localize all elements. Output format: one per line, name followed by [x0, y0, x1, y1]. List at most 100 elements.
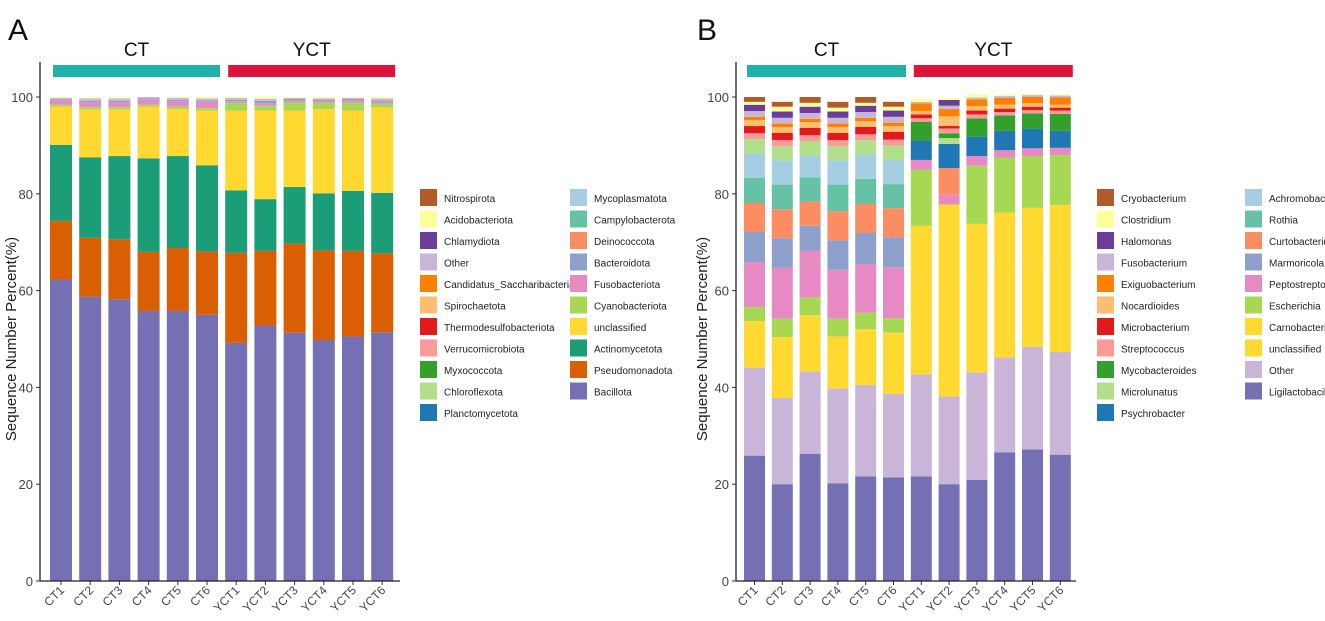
bar-cryobacterium-ct1	[744, 97, 765, 102]
x-tick-label-ct4: CT4	[818, 583, 844, 609]
bar-rothia-ct4	[827, 184, 849, 212]
bar-mycobacteroides-yct1	[910, 121, 932, 141]
x-tick-label-ct6: CT6	[187, 583, 213, 609]
bar-acidobacteriota-yct2	[254, 97, 277, 99]
bar-curtobacterium-ct5	[855, 203, 877, 234]
bar-microbacterium-yct5	[1022, 106, 1043, 111]
bar-halomonas-ct2	[771, 111, 793, 118]
legend-swatch-planctomycetota	[420, 404, 437, 421]
bar-carnobacterium-yct2	[938, 204, 960, 304]
bar-bacillota-ct4	[137, 310, 160, 581]
bar-clostridium-ct5	[855, 102, 877, 106]
bar-clostridium-ct1	[744, 101, 765, 105]
bar-nocardioides-yct4	[994, 104, 1016, 109]
legend-swatch-bacteroidota	[570, 253, 587, 271]
bar-mycobacteroides-yct5	[1022, 113, 1043, 129]
legend-label-achromobacter: Achromobacter	[1269, 194, 1325, 205]
bar-curtobacterium-ct3	[799, 201, 821, 226]
bar-carnobacterium-ct6	[883, 332, 904, 334]
legend-swatch-unclassified	[570, 318, 587, 335]
group-label-ct: CT	[814, 40, 840, 61]
bar-pseudomonadota-yct1	[225, 252, 248, 343]
bar-psychrobacter-yct5	[1022, 128, 1043, 149]
bar-microlunatus-ct3	[799, 141, 821, 156]
bar-nocardioides-ct3	[799, 122, 821, 128]
bar-carnobacterium-ct4	[827, 336, 849, 338]
legend-swatch-halomonas	[1097, 232, 1114, 249]
bar-escherichia-yct1	[910, 169, 932, 226]
bar-bacillota-yct5	[342, 336, 364, 581]
group-bar-ct	[747, 65, 906, 77]
bar-other-yct6	[371, 98, 394, 101]
bar-bacillota-ct5	[166, 310, 189, 581]
bar-pseudomonadota-ct1	[50, 220, 72, 280]
bar-unclassified-yct4	[312, 109, 335, 194]
bar-other-yct2	[254, 98, 277, 101]
legend-swatch-mycobacteroides	[1097, 361, 1114, 378]
bar-other-yct4	[312, 98, 335, 100]
bar-other-ct5	[166, 97, 189, 100]
bar-pseudomonadota-ct6	[196, 251, 218, 315]
bar-curtobacterium-ct4	[827, 211, 849, 241]
y-tick-label-20: 20	[19, 477, 33, 492]
legend-swatch-ligilactobacillus	[1245, 382, 1262, 400]
bar-microlunatus-ct1	[744, 139, 765, 154]
bar-streptococcus-yct1	[910, 118, 932, 122]
bar-unclassified-yct6	[371, 107, 394, 193]
bar-clostridium-yct1	[910, 98, 932, 102]
legend-label-exiguobacterium: Exiguobacterium	[1121, 280, 1195, 291]
bar-streptococcus-yct5	[1022, 110, 1043, 114]
bar-exiguobacterium-ct5	[855, 117, 877, 122]
legend-label-unclassified: unclassified	[1269, 345, 1321, 356]
bar-marmoricola-ct5	[855, 233, 877, 264]
bar-other-yct5	[342, 97, 364, 99]
bar-nocardioides-yct3	[966, 106, 988, 111]
x-tick-label-ct5: CT5	[158, 583, 184, 609]
bar-ligilactobacillus-ct5	[855, 476, 877, 581]
bar-mycobacteroides-yct6	[1049, 113, 1071, 131]
bar-exiguobacterium-ct4	[827, 123, 849, 128]
bar-streptococcus-ct5	[855, 134, 877, 141]
bar-clostridium-yct5	[1022, 93, 1043, 96]
bar-microbacterium-yct2	[938, 126, 960, 129]
legend-label-cyanobacteriota: Cyanobacteriota	[594, 302, 667, 313]
legend-label-other: Other	[444, 259, 470, 270]
bar-nocardioides-yct1	[910, 111, 932, 115]
bar-fusobacterium-yct2	[938, 105, 960, 110]
legend-label-verrucomicrobiota: Verrucomicrobiota	[444, 345, 525, 356]
x-tick-label-yct2: YCT2	[240, 583, 272, 615]
bar-acidobacteriota-yct1	[225, 97, 248, 98]
legend-label-streptococcus: Streptococcus	[1121, 345, 1184, 356]
bar-fusobacterium-yct3	[966, 97, 988, 100]
bar-other-ct3	[108, 98, 131, 101]
bar-other-ct6	[196, 98, 218, 101]
bar-cyanobacteriota-yct2	[254, 105, 277, 111]
bar-halomonas-ct5	[855, 105, 877, 113]
bar-other-yct3	[283, 97, 306, 99]
legend-label-chlamydiota: Chlamydiota	[444, 237, 500, 248]
legend-swatch-cyanobacteriota	[570, 296, 587, 314]
bar-unclassified-yct6	[1049, 258, 1071, 353]
bar-rothia-ct1	[744, 177, 765, 203]
y-tick-label-40: 40	[19, 380, 33, 395]
bar-psychrobacter-yct1	[910, 140, 932, 160]
x-tick-label-yct2: YCT2	[924, 583, 956, 615]
legend-swatch-thermodesulfobacteriota	[420, 318, 437, 335]
bar-bacteroidota-ct6	[196, 100, 218, 102]
bar-halomonas-ct6	[883, 110, 904, 117]
x-tick-label-ct2: CT2	[70, 583, 96, 609]
legend-label-myxococcota: Myxococcota	[444, 366, 503, 377]
bar-nocardioides-ct5	[855, 121, 877, 128]
bar-marmoricola-ct3	[799, 225, 821, 251]
legend-label-fusobacteriota: Fusobacteriota	[594, 280, 661, 291]
bar-unclassified-yct2	[254, 110, 277, 200]
legend-swatch-cryobacterium	[1097, 189, 1114, 206]
legend-swatch-actinomycetota	[570, 339, 587, 357]
legend-swatch-curtobacterium	[1245, 232, 1262, 249]
bar-other-ct2	[771, 398, 793, 485]
legend-swatch-escherichia	[1245, 296, 1262, 314]
bar-peptostreptococcus-yct6	[1049, 147, 1071, 156]
legend-swatch-rothia	[1245, 210, 1262, 228]
bar-fusobacterium-ct5	[855, 112, 877, 118]
bar-cyanobacteriota-ct1	[50, 104, 72, 107]
